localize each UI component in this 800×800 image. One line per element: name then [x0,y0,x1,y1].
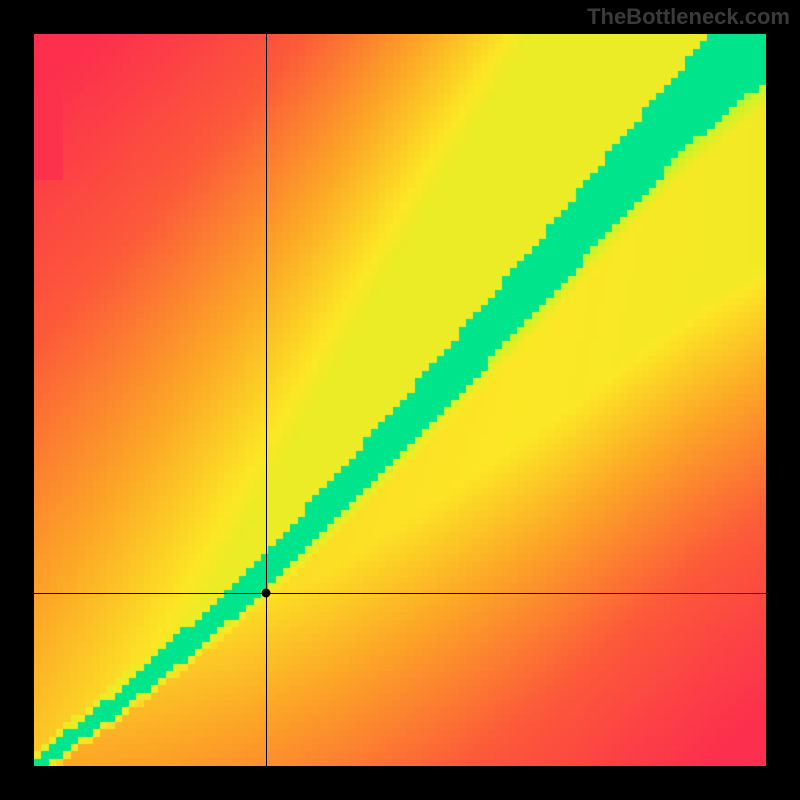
watermark-text: TheBottleneck.com [587,4,790,30]
heatmap-plot [34,34,766,766]
figure-container: TheBottleneck.com [0,0,800,800]
heatmap-canvas [34,34,766,766]
crosshair-horizontal [34,593,766,594]
crosshair-vertical [266,34,267,766]
crosshair-marker [262,588,271,597]
